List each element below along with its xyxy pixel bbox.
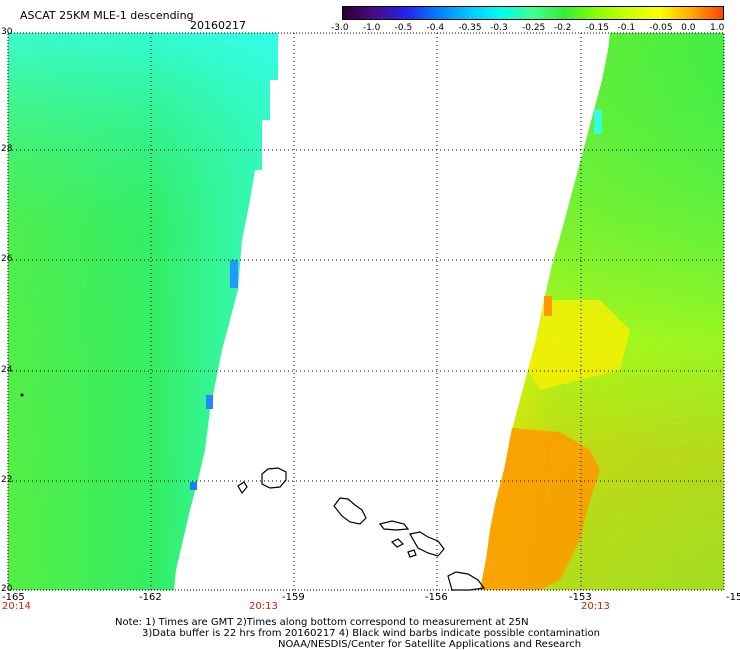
time-label: 20:13 <box>581 601 610 612</box>
colorbar-tick-label: -0.35 <box>458 23 482 33</box>
west-blue-pixel-3 <box>190 482 197 490</box>
colorbar-tick-label: 1.0 <box>710 23 725 33</box>
colorbar-tick-label: -0.5 <box>394 23 413 33</box>
colorbar-tick-label: -0.05 <box>649 23 673 33</box>
west-swath-cyan-band <box>8 33 278 590</box>
island-maui <box>409 531 445 557</box>
island-lanai <box>390 538 405 548</box>
lon-label: -150 <box>726 592 740 603</box>
colorbar <box>342 6 724 20</box>
east-orange-pixel <box>544 296 552 316</box>
lon-label: -165 <box>2 592 25 603</box>
map-frame <box>7 32 725 591</box>
lat-label: 20 <box>1 584 13 594</box>
colorbar-tick-label: -3.0 <box>331 23 349 33</box>
map-title: ASCAT 25KM MLE-1 descending <box>20 9 194 22</box>
island-hawaii <box>447 571 486 591</box>
lon-label: -159 <box>282 592 305 603</box>
colorbar-tick-label: -0.15 <box>585 23 609 33</box>
east-cyan-pixel <box>594 110 602 134</box>
coastlines <box>237 467 486 591</box>
lat-label: 22 <box>1 475 13 485</box>
island-niihau <box>237 481 248 495</box>
colorbar-tick-label: 0.0 <box>681 23 696 33</box>
island-molokai <box>378 520 410 531</box>
island-oahu <box>333 497 367 525</box>
footer-note-2: 3)Data buffer is 22 hrs from 20160217 4)… <box>142 628 600 639</box>
lat-label: 24 <box>1 365 13 375</box>
colorbar-tick-label: -0.1 <box>617 23 636 33</box>
colorbar-tick-label: -0.3 <box>490 23 508 33</box>
colorbar-tick-label: -0.25 <box>522 23 546 33</box>
colorbar-tick-label: -1.0 <box>362 23 381 33</box>
graticule <box>8 33 724 590</box>
lon-label: -153 <box>569 592 592 603</box>
west-blue-pixel-2 <box>206 395 213 409</box>
lon-label: -162 <box>139 592 162 603</box>
east-swath-orange-area <box>480 428 600 590</box>
west-blue-pixel-1 <box>230 260 238 288</box>
lat-label: 30 <box>1 27 13 37</box>
map-date: 20160217 <box>190 19 246 32</box>
marker-dot <box>20 393 24 397</box>
time-label: 20:13 <box>249 601 278 612</box>
colorbar-tick-label: -0.2 <box>553 23 572 33</box>
lat-label: 28 <box>1 144 13 154</box>
time-label: 20:14 <box>2 601 31 612</box>
island-kauai <box>261 467 287 489</box>
island-kahoolawe <box>407 549 417 558</box>
east-swath-yellow-area <box>528 300 630 390</box>
colorbar-tick-label: -0.4 <box>426 23 445 33</box>
lat-label: 26 <box>1 254 13 264</box>
lon-label: -156 <box>425 592 448 603</box>
footer-note-1: Note: 1) Times are GMT 2)Times along bot… <box>115 617 529 628</box>
footer-credit: NOAA/NESDIS/Center for Satellite Applica… <box>278 639 582 650</box>
